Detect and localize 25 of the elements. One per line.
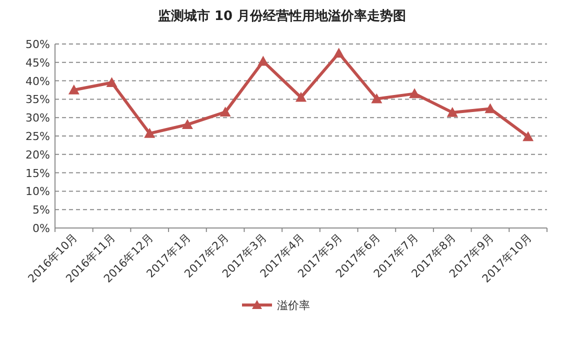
point [333, 48, 344, 58]
y-tick-label: 35% [26, 93, 50, 106]
y-tick-label: 40% [26, 74, 50, 88]
y-tick-label: 0% [32, 222, 50, 235]
y-tick-label: 25% [26, 130, 50, 143]
y-tick-label: 50% [26, 38, 50, 51]
y-tick-label: 5% [32, 204, 50, 217]
y-tick-label: 20% [26, 148, 50, 162]
point [371, 93, 382, 104]
point [220, 106, 231, 116]
point [296, 92, 306, 102]
legend-label: 溢价率 [277, 299, 310, 312]
y-tick-label: 45% [26, 56, 50, 70]
point [182, 119, 193, 129]
point [106, 77, 118, 88]
y-tick-label: 15% [26, 166, 50, 180]
point [522, 131, 534, 142]
point [409, 88, 420, 98]
y-tick-label: 30% [26, 112, 50, 125]
point [144, 128, 156, 138]
y-tick-label: 10% [26, 185, 50, 198]
point [258, 56, 269, 66]
point [68, 84, 80, 94]
chart-title: 监测城市 10 月份经营性用地溢价率走势图 [158, 8, 406, 24]
point [446, 106, 458, 117]
